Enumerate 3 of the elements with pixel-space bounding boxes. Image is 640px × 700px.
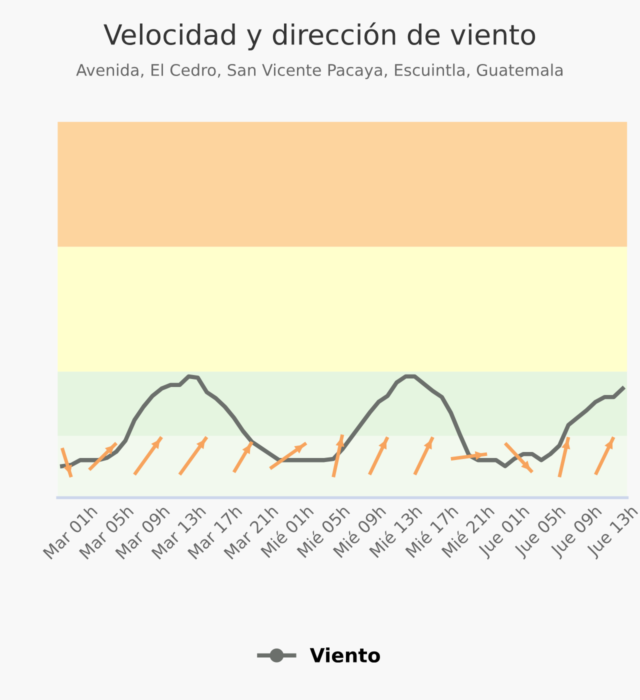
chart-title: Velocidad y dirección de viento [104,22,536,50]
legend-label: Viento [310,648,380,663]
chart-subtitle: Avenida, El Cedro, San Vicente Pacaya, Escuintla, Guatemala [76,64,563,80]
